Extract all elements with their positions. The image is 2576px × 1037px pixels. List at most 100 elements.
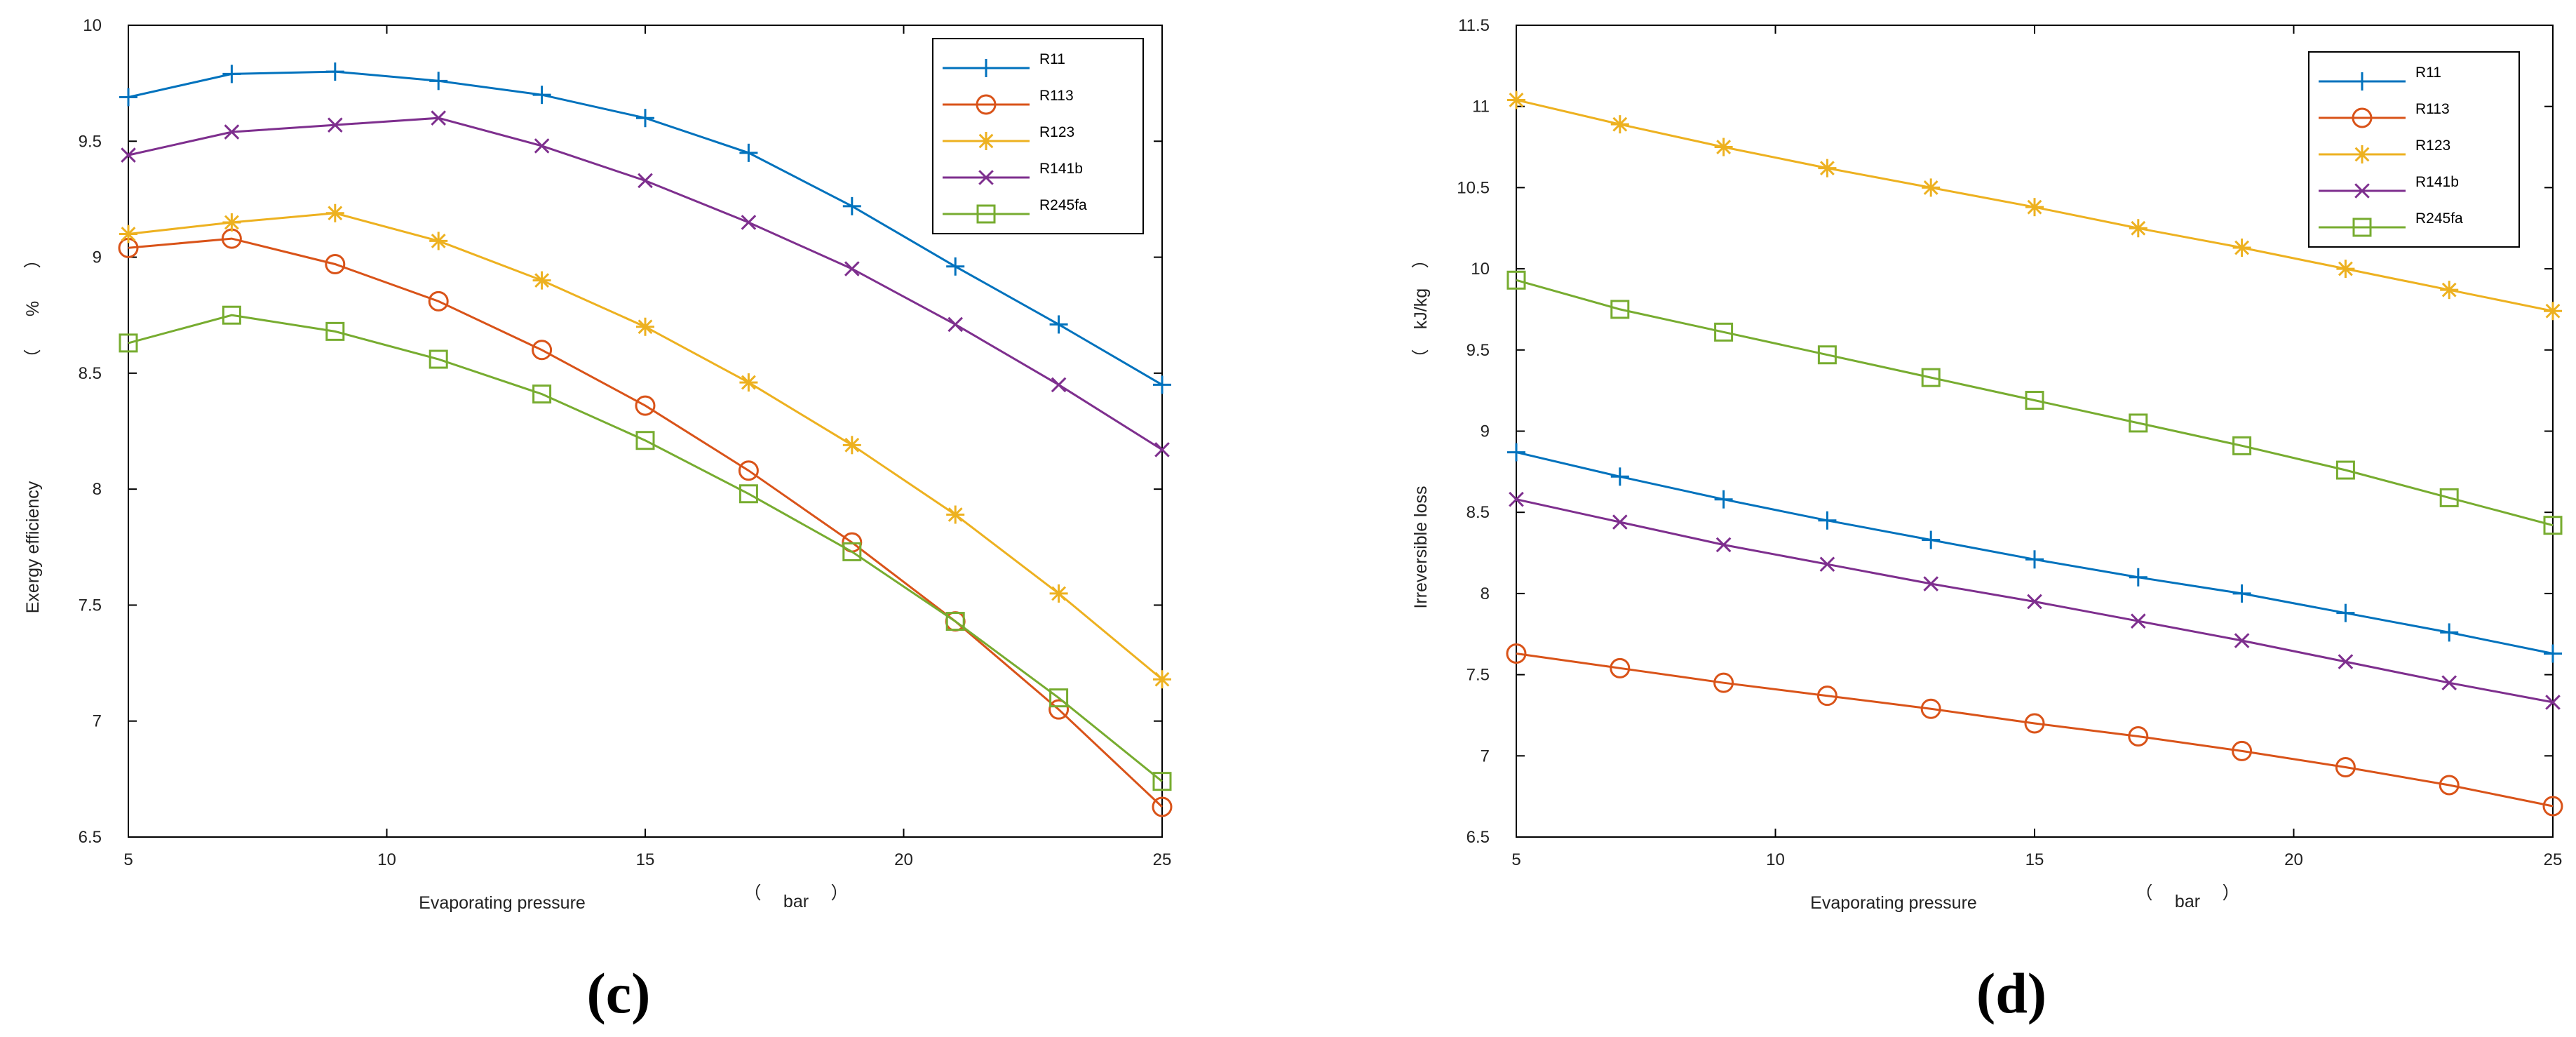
data-point-r245fa <box>2025 391 2044 410</box>
data-point-r123 <box>532 271 551 290</box>
y-tick-label: 8.5 <box>1466 503 1490 522</box>
data-point-r123 <box>636 317 654 336</box>
data-point-r123 <box>1049 584 1068 603</box>
y-tick-label: 8.5 <box>79 364 102 383</box>
legend-marker-r245fa <box>976 204 996 224</box>
y-tick-label: 7 <box>93 712 102 731</box>
data-point-r245fa <box>739 484 758 504</box>
data-point-r123 <box>1714 138 1733 156</box>
series-line-r245fa <box>1516 279 2554 527</box>
x-axis-unit: bar <box>783 892 809 911</box>
data-point-r113 <box>635 395 656 416</box>
series-r113 <box>1506 643 2563 817</box>
x-tick-label: 15 <box>2025 850 2044 869</box>
data-point-r245fa <box>532 384 552 404</box>
data-point-r123 <box>2232 239 2251 257</box>
data-point-r141b <box>1154 442 1170 457</box>
legend-marker-r141b <box>2354 183 2370 199</box>
legend-label: R123 <box>1039 124 1074 140</box>
data-point-r141b <box>1715 537 1732 553</box>
data-point-r11 <box>1049 315 1068 334</box>
legend-label: R113 <box>2415 101 2450 117</box>
data-point-r11 <box>2232 584 2251 603</box>
data-point-r113 <box>1048 699 1070 720</box>
x-axis-label: Evaporating pressure <box>419 893 586 913</box>
data-point-r141b <box>224 124 240 140</box>
data-point-r245fa <box>2335 460 2355 480</box>
data-point-r113 <box>428 290 449 312</box>
series-r113 <box>118 228 1173 817</box>
data-point-r123 <box>842 436 861 455</box>
data-point-r141b <box>638 173 653 189</box>
data-point-r123 <box>2544 302 2562 321</box>
x-tick-label: 10 <box>377 850 396 869</box>
data-point-r141b <box>2441 675 2457 690</box>
data-point-r11 <box>946 257 965 276</box>
data-point-r123 <box>119 225 137 243</box>
x-axis-label: Evaporating pressure <box>1810 893 1977 913</box>
data-point-r245fa <box>1152 772 1172 791</box>
data-point-r123 <box>739 373 758 392</box>
data-point-r123 <box>946 505 965 524</box>
y-tick-label: 6.5 <box>79 828 102 847</box>
data-point-r141b <box>741 215 757 230</box>
legend-marker-r113 <box>2352 107 2373 128</box>
data-point-r11 <box>2025 550 2044 569</box>
y-tick-label: 8 <box>1481 584 1490 603</box>
legend-item-r11: R11 <box>2319 65 2441 91</box>
y-unit-open: （ <box>1411 349 1431 366</box>
data-point-r11 <box>2544 644 2562 663</box>
legend-marker-r113 <box>976 94 997 115</box>
data-point-r141b <box>1923 576 1939 591</box>
legend-item-r123: R123 <box>2319 138 2450 163</box>
data-point-r141b <box>2027 594 2042 610</box>
legend: R11 R113 R123 R141b R245fa <box>932 38 1144 234</box>
data-point-r113 <box>1713 672 1734 693</box>
legend-item-r245fa: R245fa <box>943 197 1087 224</box>
legend-item-r141b: R141b <box>943 161 1083 185</box>
data-point-r11 <box>739 143 758 162</box>
data-point-r245fa <box>635 431 655 450</box>
data-point-r141b <box>2545 695 2561 710</box>
x-unit-open: （ <box>2135 883 2152 903</box>
legend-item-r11: R11 <box>943 51 1065 77</box>
data-point-r141b <box>534 138 550 154</box>
y-axis-label: Irreversible loss <box>1411 486 1431 608</box>
data-point-r123 <box>222 213 241 232</box>
series-r141b <box>1509 491 2561 710</box>
x-tick-label: 25 <box>2544 850 2563 869</box>
y-tick-label: 8 <box>93 480 102 499</box>
x-unit-close: ） <box>2222 883 2239 903</box>
y-unit-close: ） <box>23 250 43 268</box>
data-point-r123 <box>1922 178 1941 197</box>
data-point-r141b <box>1051 377 1067 393</box>
data-point-r123 <box>2025 198 2044 217</box>
y-tick-label: 7.5 <box>79 596 102 615</box>
y-axis-label: Exergy efficiency <box>23 481 43 613</box>
data-point-r245fa <box>1817 345 1837 365</box>
data-point-r123 <box>1153 670 1171 689</box>
data-point-r11 <box>2336 603 2355 622</box>
y-tick-label: 6.5 <box>1466 828 1490 847</box>
data-point-r11 <box>1714 490 1733 509</box>
y-axis-unit: % <box>23 301 43 316</box>
x-unit-close: ） <box>830 883 848 903</box>
legend-label: R141b <box>2415 174 2459 190</box>
data-point-r245fa <box>119 333 138 353</box>
data-point-r123 <box>2440 281 2459 300</box>
panel-label: (d) <box>1976 961 2046 1025</box>
legend-box <box>2308 51 2520 248</box>
data-point-r245fa <box>842 542 862 561</box>
y-tick-label: 11.5 <box>1458 16 1490 35</box>
y-unit-close: ） <box>1411 250 1431 268</box>
data-point-r11 <box>1922 530 1941 549</box>
legend-label: R11 <box>2415 65 2441 81</box>
y-tick-label: 10 <box>1471 260 1490 279</box>
data-point-r245fa <box>2129 413 2148 433</box>
data-point-r123 <box>1610 115 1629 134</box>
x-tick-label: 5 <box>1511 850 1520 869</box>
data-point-r141b <box>1509 491 1524 507</box>
data-point-r11 <box>532 86 551 105</box>
series-r141b <box>121 110 1170 457</box>
data-point-r141b <box>1612 514 1628 530</box>
